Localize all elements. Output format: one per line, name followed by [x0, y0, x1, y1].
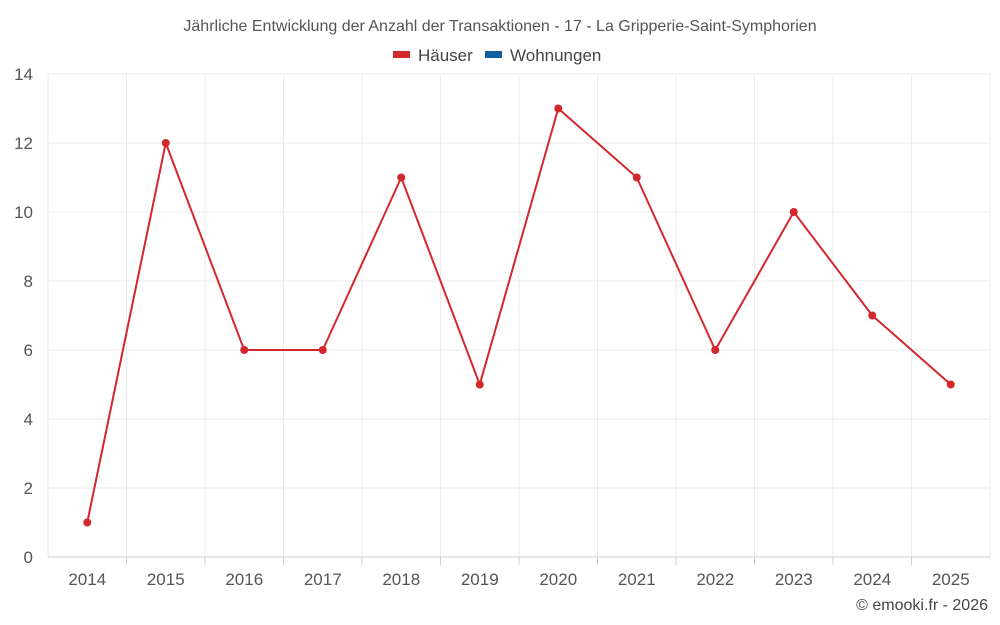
- y-tick-label: 12: [14, 134, 33, 153]
- x-axis: 2014 2015 2016 2017 2018 2019 2020 2021 2022 2023…: [48, 556, 990, 589]
- series-line: [86, 107, 952, 523]
- x-tick-label: 2016: [225, 570, 263, 589]
- legend-swatch-haeuser: [393, 51, 410, 58]
- legend: Häuser Wohnungen: [393, 46, 601, 65]
- data-point-2019[interactable]: [475, 380, 484, 389]
- data-point-2025[interactable]: [946, 380, 955, 389]
- data-point-2024[interactable]: [868, 311, 877, 320]
- data-point-2020[interactable]: [554, 104, 563, 113]
- data-point-2015[interactable]: [161, 139, 170, 147]
- data-point-2022[interactable]: [711, 346, 720, 354]
- legend-item-wohnungen[interactable]: Wohnungen: [485, 46, 601, 65]
- data-point-2017[interactable]: [318, 346, 327, 354]
- legend-swatch-wohnungen: [485, 51, 502, 58]
- y-tick-label: 2: [24, 479, 33, 498]
- x-tick-label: 2019: [461, 570, 499, 589]
- y-tick-label: 0: [24, 548, 33, 567]
- data-point-2018[interactable]: [397, 173, 406, 182]
- series-haeuser: [83, 104, 955, 527]
- x-tick-label: 2017: [304, 570, 342, 589]
- y-tick-label: 14: [14, 65, 33, 84]
- x-tick-label: 2014: [68, 570, 106, 589]
- y-tick-label: 4: [24, 410, 33, 429]
- x-tick-label: 2020: [539, 570, 577, 589]
- chart-title: Jährliche Entwicklung der Anzahl der Tra…: [183, 18, 816, 35]
- legend-item-haeuser[interactable]: Häuser: [393, 46, 473, 65]
- y-tick-label: 6: [24, 341, 33, 360]
- legend-label-haeuser: Häuser: [418, 46, 473, 65]
- x-tick-label: 2018: [382, 570, 420, 589]
- legend-label-wohnungen: Wohnungen: [510, 46, 601, 65]
- gridlines: [47, 73, 991, 558]
- x-tick-label: 2024: [853, 570, 891, 589]
- x-tick-label: 2022: [696, 570, 734, 589]
- y-tick-label: 10: [14, 203, 33, 222]
- x-tick-label: 2025: [932, 570, 970, 589]
- data-point-2016[interactable]: [240, 346, 249, 354]
- data-point-2021[interactable]: [632, 173, 641, 182]
- x-tick-label: 2023: [775, 570, 813, 589]
- x-tick-label: 2021: [618, 570, 656, 589]
- data-point-2023[interactable]: [789, 208, 798, 216]
- credit-text: © emooki.fr - 2026: [856, 597, 988, 614]
- y-axis: 0 2 4 6 8 10 12 14: [14, 65, 33, 567]
- y-tick-label: 8: [24, 272, 33, 291]
- data-point-2014[interactable]: [83, 518, 92, 527]
- x-tick-label: 2015: [147, 570, 185, 589]
